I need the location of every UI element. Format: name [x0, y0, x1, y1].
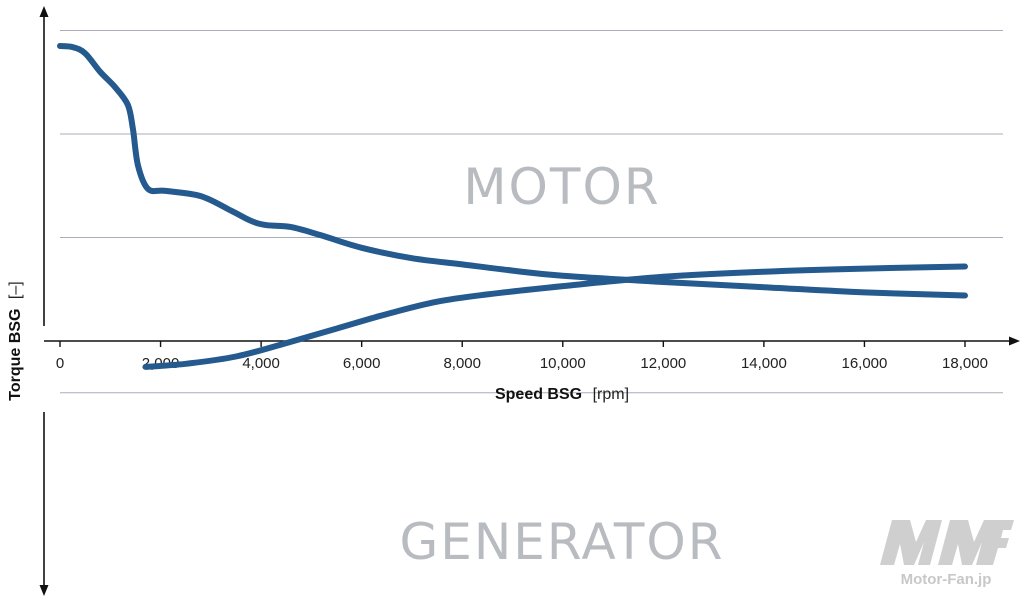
mf-logo-shape-m2	[938, 520, 998, 565]
x-axis-unit: [rpm]	[593, 386, 629, 403]
y-axis-label: Torque BSG	[7, 309, 24, 401]
mf-logo-shape-m1	[880, 520, 942, 565]
x-tick-label: 4,000	[242, 355, 280, 372]
x-tick-label: 0	[56, 355, 64, 372]
x-tick-label: 12,000	[640, 355, 686, 372]
x-tick-label: 14,000	[741, 355, 787, 372]
x-axis-label: Speed BSG	[495, 386, 582, 403]
generator-curve	[142, 263, 968, 370]
y-axis-unit: [–]	[7, 281, 24, 299]
mf-logo-shape-f	[984, 520, 1014, 565]
x-axis-arrow	[1009, 336, 1020, 346]
generator-region-label: GENERATOR	[399, 513, 724, 571]
x-tick-label: 6,000	[343, 355, 381, 372]
x-axis-title: Speed BSG [rpm]	[495, 386, 629, 403]
motor-region-label: MOTOR	[463, 158, 660, 216]
mf-logo	[880, 520, 1014, 565]
watermark-text: Motor-Fan.jp	[901, 571, 992, 588]
axes	[39, 6, 1020, 596]
y-axis-arrow-up	[39, 6, 49, 17]
curves	[57, 43, 968, 370]
y-axis-arrow-down	[39, 585, 49, 596]
x-tick-label: 18,000	[942, 355, 988, 372]
x-ticks	[59, 341, 966, 347]
x-tick-label: 16,000	[841, 355, 887, 372]
y-axis-title: Torque BSG [–]	[7, 281, 24, 400]
x-tick-label: 10,000	[540, 355, 586, 372]
watermark: Motor-Fan.jp	[880, 520, 1014, 588]
grid-lines	[60, 30, 1003, 394]
x-tick-label: 8,000	[443, 355, 481, 372]
